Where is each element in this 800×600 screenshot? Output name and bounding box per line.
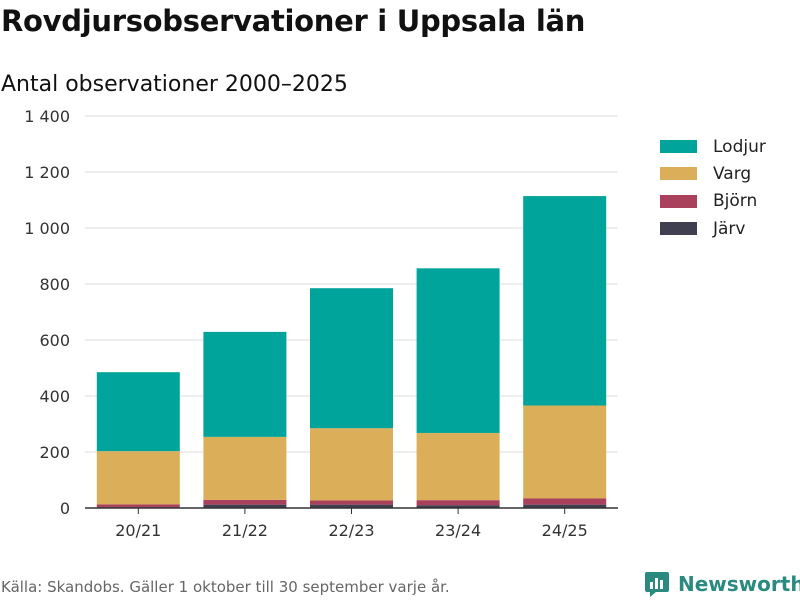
- legend-item-bjorn: Björn: [660, 188, 766, 215]
- legend-label: Järv: [713, 218, 746, 239]
- bar-jarv: [310, 504, 393, 508]
- x-tick-label: 20/21: [115, 521, 161, 540]
- bar-bjorn: [203, 499, 287, 505]
- legend-label: Lodjur: [713, 136, 766, 157]
- y-tick-label: 1 400: [24, 107, 70, 126]
- legend-swatch: [660, 140, 697, 154]
- x-tick-label: 21/22: [222, 521, 268, 540]
- legend-swatch: [660, 167, 697, 181]
- bar-lodjur: [96, 372, 180, 452]
- bar-varg: [310, 428, 393, 501]
- y-tick-label: 400: [39, 387, 70, 406]
- bar-varg: [523, 405, 607, 499]
- legend-item-lodjur: Lodjur: [660, 133, 766, 160]
- bar-jarv: [203, 504, 287, 508]
- bar-bjorn: [96, 504, 180, 508]
- legend-label: Varg: [713, 163, 752, 184]
- x-tick-label: 23/24: [435, 521, 481, 540]
- y-tick-label: 600: [39, 331, 70, 350]
- chart-subtitle: Antal observationer 2000–2025: [1, 72, 348, 97]
- legend-label: Björn: [713, 191, 758, 212]
- newsworthy-brand-text: Newsworthy: [678, 572, 800, 596]
- legend: Lodjur Varg Björn Järv: [660, 133, 766, 242]
- bar-jarv: [416, 505, 500, 508]
- y-tick-label: 800: [39, 275, 70, 294]
- bar-bjorn: [416, 500, 500, 506]
- legend-item-varg: Varg: [660, 160, 766, 187]
- bar-lodjur: [416, 268, 500, 433]
- y-tick-label: 200: [39, 443, 70, 462]
- legend-swatch: [660, 222, 697, 236]
- bar-varg: [96, 451, 180, 505]
- bar-varg: [203, 436, 287, 500]
- bar-lodjur: [523, 196, 607, 406]
- bar-lodjur: [203, 331, 287, 437]
- bar-bjorn: [310, 500, 393, 505]
- bar-jarv: [523, 504, 607, 508]
- legend-item-jarv: Järv: [660, 215, 766, 242]
- x-tick-label: 22/23: [328, 521, 374, 540]
- y-tick-label: 1 000: [24, 219, 70, 238]
- legend-swatch: [660, 194, 697, 208]
- y-tick-label: 1 200: [24, 163, 70, 182]
- newsworthy-logo-icon: [645, 572, 669, 597]
- source-note: Källa: Skandobs. Gäller 1 oktober till 3…: [1, 578, 450, 596]
- x-tick-label: 24/25: [542, 521, 588, 540]
- chart-title: Rovdjursobservationer i Uppsala län: [1, 4, 586, 38]
- bar-bjorn: [523, 498, 607, 505]
- newsworthy-logo[interactable]: Newsworthy: [644, 570, 800, 598]
- bar-varg: [416, 432, 500, 501]
- bar-lodjur: [310, 288, 393, 429]
- y-tick-label: 0: [60, 499, 70, 518]
